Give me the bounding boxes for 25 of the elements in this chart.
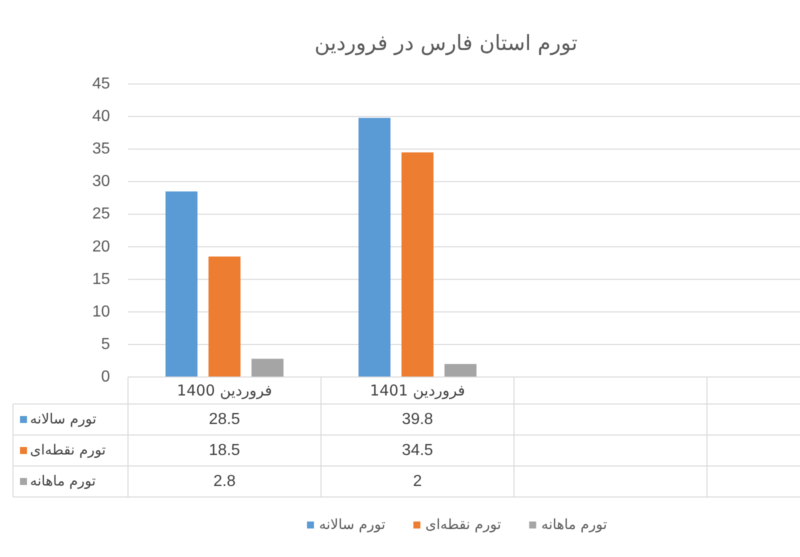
y-tick-label: 10 — [92, 303, 110, 320]
legend-label: تورم ماهانه — [541, 517, 608, 533]
y-tick-label: 30 — [92, 173, 110, 190]
y-tick-label: 15 — [92, 270, 110, 288]
y-tick-label: 45 — [92, 76, 110, 92]
legend-label: تورم سالانه — [30, 412, 96, 428]
y-tick-label: 5 — [101, 336, 110, 353]
title: تورم استان فارس در فروردین — [314, 31, 578, 55]
data-label: 2.8 — [213, 473, 236, 490]
y-tick-label: 40 — [92, 108, 110, 126]
data-label: 34.5 — [402, 442, 434, 459]
data-label: 18.5 — [208, 442, 240, 459]
y-tick-label: 25 — [92, 206, 110, 223]
legend-label: تورم ماهانه — [30, 474, 96, 490]
legend-label: تورم سالانه — [318, 517, 386, 533]
y-tick-label: 20 — [92, 238, 110, 256]
y-tick-label: 35 — [92, 140, 110, 158]
legend-label: تورم نقطه‌ای — [425, 517, 502, 533]
data-label: 2 — [413, 473, 422, 490]
legend-label: تورم نقطه‌ای — [30, 442, 106, 458]
y-tick-label: 0 — [101, 368, 110, 386]
data-label: 39.8 — [402, 411, 434, 428]
x-tick-label: فروردین 1401 — [370, 382, 466, 400]
x-tick-label: فروردین 1400 — [176, 382, 272, 400]
data-label: 28.5 — [208, 411, 240, 428]
